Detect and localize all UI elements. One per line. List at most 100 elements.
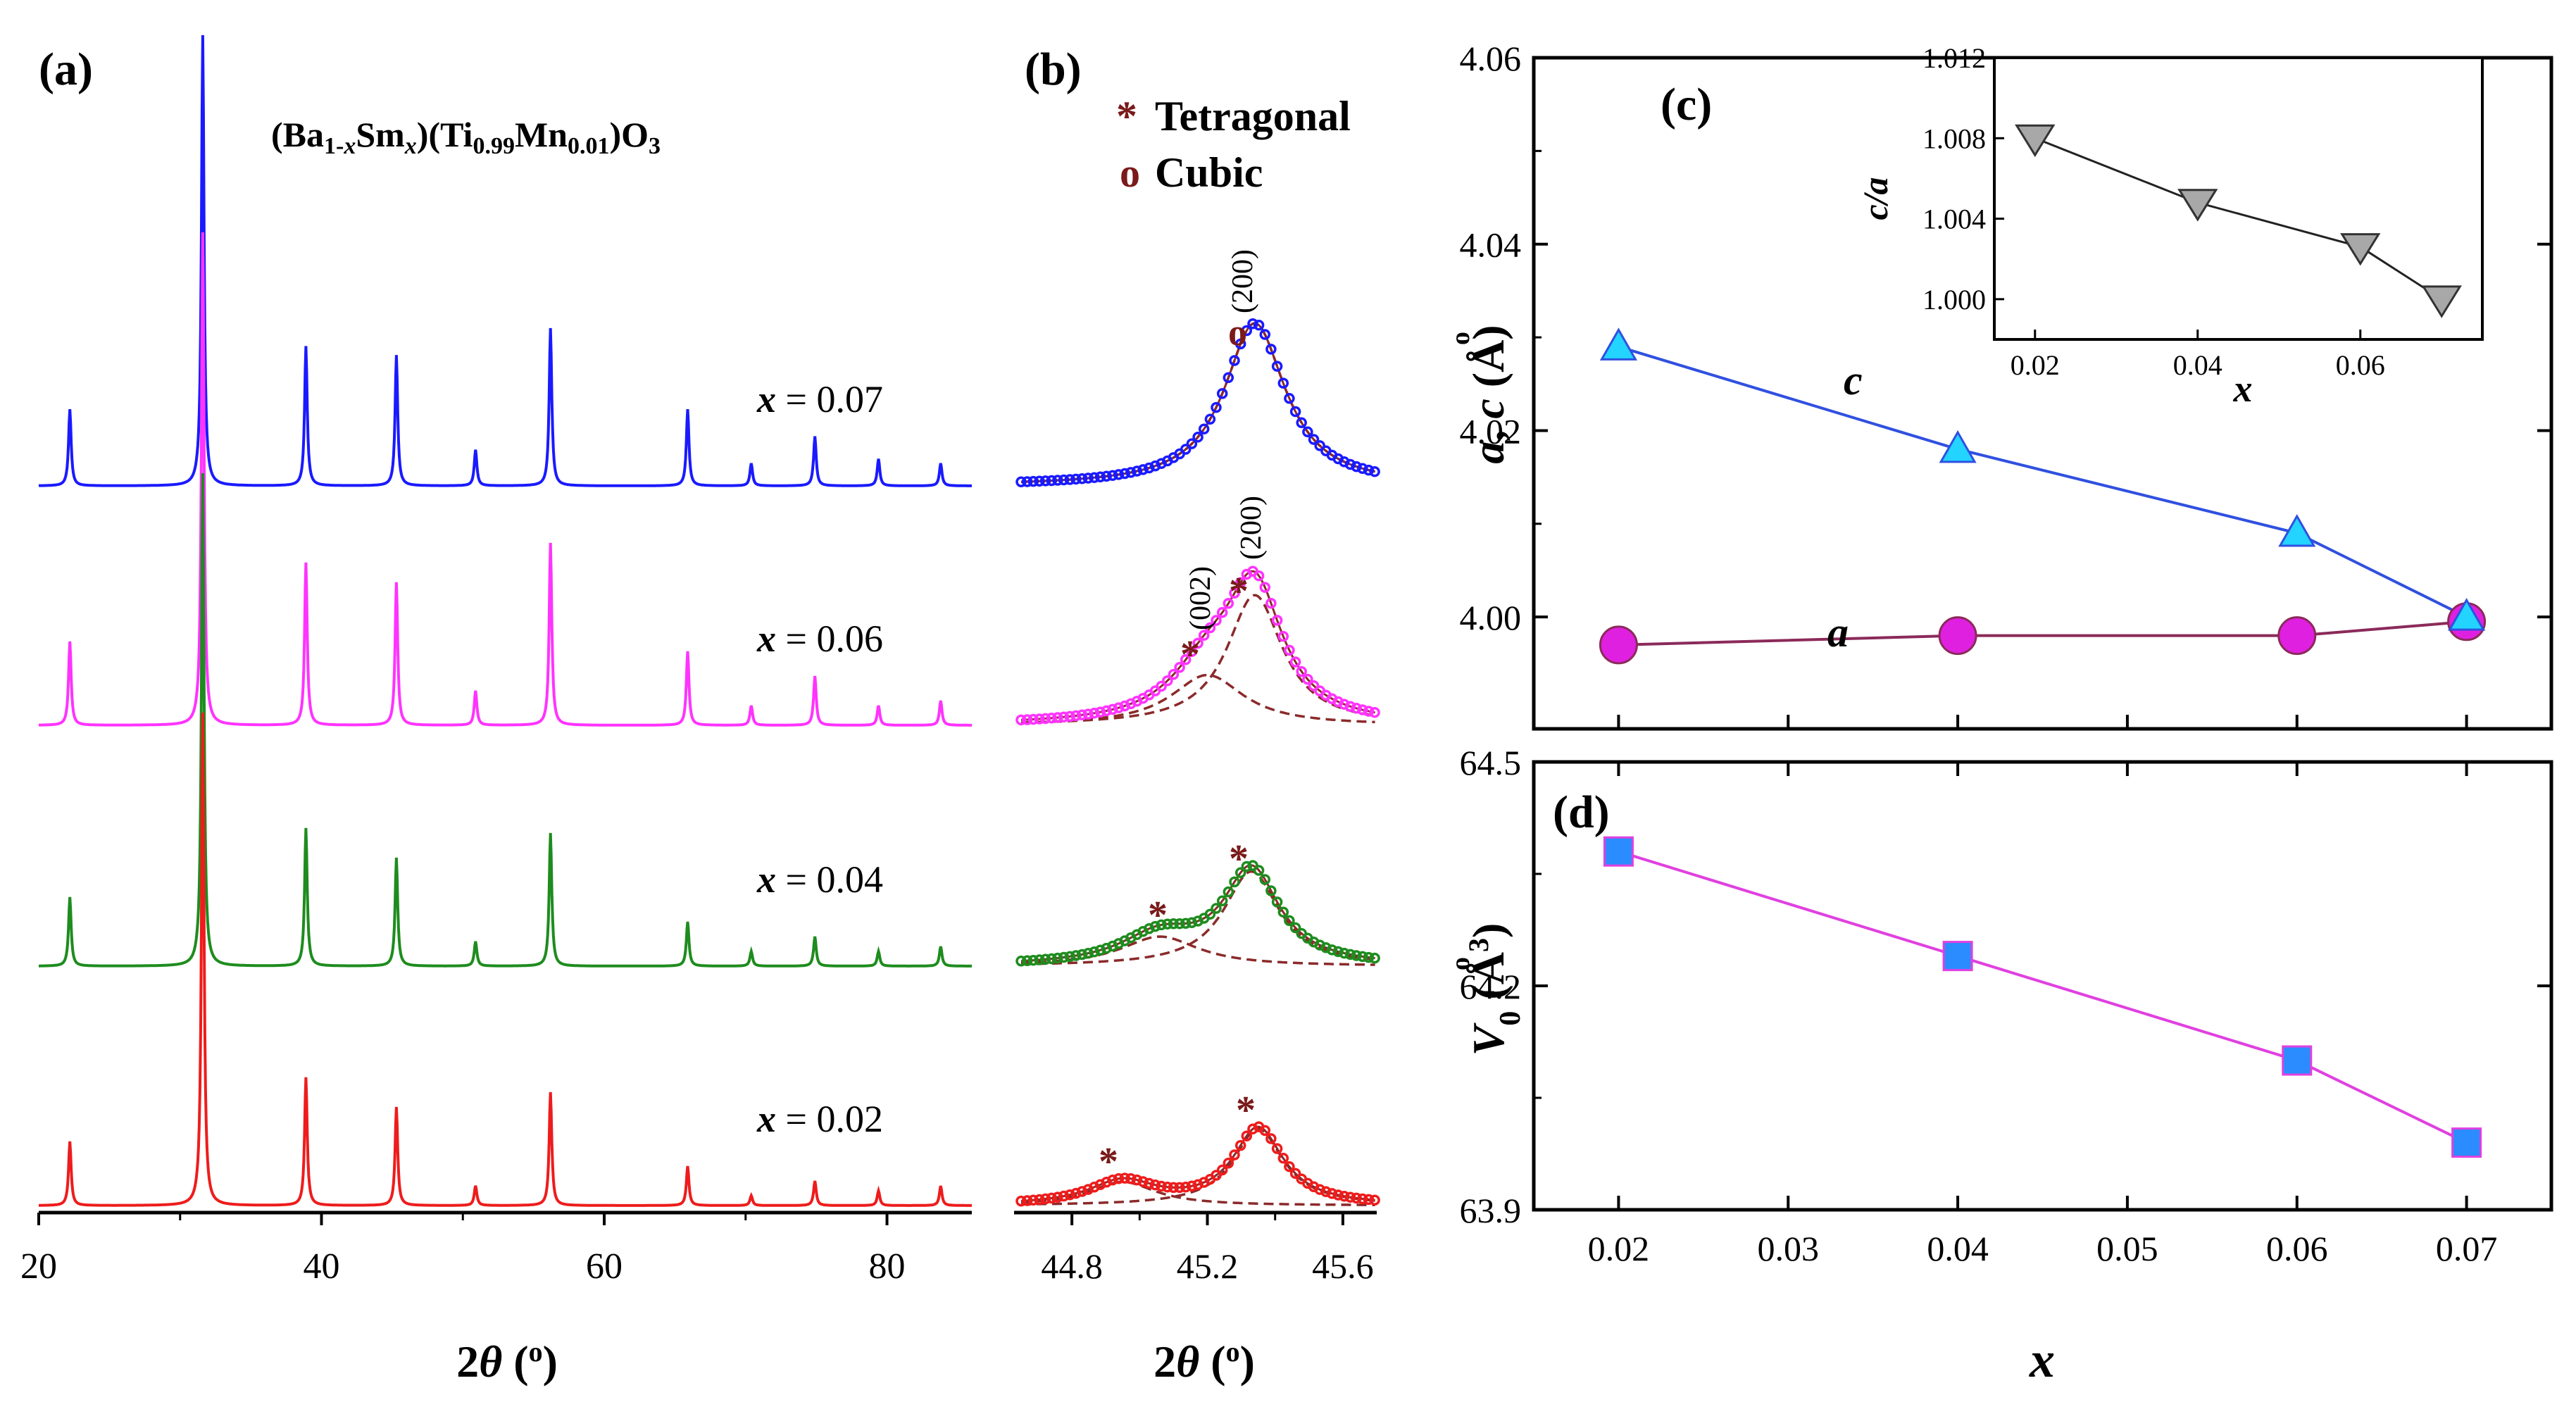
panel-d-x-label: x <box>2029 1332 2055 1388</box>
data-point-2 <box>1265 597 1277 609</box>
data-point-4 <box>1021 1195 1033 1206</box>
data-point-4 <box>1144 1177 1155 1189</box>
data-point-4 <box>1320 1186 1332 1198</box>
data-point-2 <box>1076 709 1088 721</box>
data-point-3 <box>1265 885 1277 896</box>
data-point-4 <box>1046 1192 1058 1204</box>
data-point-1 <box>1344 458 1356 470</box>
series-label-a: a <box>1827 609 1849 656</box>
data-point-4 <box>1101 1177 1112 1188</box>
data-point-2 <box>1198 630 1210 641</box>
data-point-4 <box>1131 1174 1143 1186</box>
panel-a-series-labels: x = 0.07 x = 0.06 x = 0.04 x = 0.02 <box>756 378 883 1140</box>
data-point-2 <box>1284 644 1295 656</box>
inset-x-tick-label-0: 0.02 <box>2011 349 2060 381</box>
panel-d-y-ticks: 63.9 64.2 64.5 <box>1460 743 2551 1230</box>
data-point-1 <box>1015 476 1027 488</box>
data-point-1 <box>1149 460 1161 472</box>
c-point-1 <box>1599 327 1638 361</box>
d-y-tick-label-0: 63.9 <box>1460 1191 1522 1230</box>
xrd-series-label-2: x = 0.06 <box>756 618 883 660</box>
data-point-2 <box>1107 703 1118 715</box>
data-point-3 <box>1039 953 1051 965</box>
data-point-4 <box>1125 1173 1137 1184</box>
data-point-3 <box>1223 886 1234 898</box>
xrd-series-label-4: x = 0.02 <box>756 1098 883 1140</box>
data-point-4 <box>1314 1184 1325 1195</box>
data-point-4 <box>1039 1193 1051 1205</box>
panel-d-label: (d) <box>1553 787 1610 838</box>
data-point-4 <box>1339 1190 1350 1202</box>
data-point-2 <box>1174 662 1185 673</box>
data-point-1 <box>1229 355 1240 366</box>
data-point-1 <box>1271 361 1283 372</box>
panel-b-label: (b) <box>1025 44 1082 95</box>
data-point-4 <box>1076 1186 1088 1197</box>
data-point-3 <box>1052 952 1063 964</box>
fit-total-1 <box>1020 322 1375 483</box>
panel-c: (c) 4.00 4.02 4.04 4.06 c a a, c (Å) o 1.00… <box>1446 39 2553 731</box>
d-x-tick-label-0: 0.02 <box>1588 1229 1650 1268</box>
data-point-2 <box>1027 713 1039 725</box>
data-point-3 <box>1284 915 1295 927</box>
data-point-1 <box>1198 423 1210 434</box>
panel-d-y-label-ring: o <box>1446 957 1475 970</box>
data-point-2 <box>1211 615 1222 626</box>
data-point-4 <box>1234 1139 1246 1151</box>
data-point-3 <box>1149 920 1161 932</box>
d-x-tick-label-1: 0.03 <box>1758 1229 1820 1268</box>
data-point-4 <box>1174 1182 1185 1194</box>
data-point-1 <box>1277 377 1289 389</box>
fit-component-3-1 <box>1020 935 1375 966</box>
data-point-3 <box>1229 876 1240 888</box>
panel-c-y-ticks: 4.00 4.02 4.04 4.06 <box>1460 39 2551 637</box>
legend-tetragonal-symbol: * <box>1116 93 1137 139</box>
data-point-3 <box>1216 895 1228 907</box>
data-point-2 <box>1369 706 1380 718</box>
data-point-2 <box>1289 656 1301 668</box>
data-point-3 <box>1289 922 1301 934</box>
inset-y-tick-label-2: 1.008 <box>1922 123 1986 154</box>
fit-component-4-1 <box>1020 1180 1375 1206</box>
data-point-3 <box>1363 951 1375 963</box>
data-point-2 <box>1234 577 1246 589</box>
data-point-1 <box>1101 470 1112 482</box>
a-point-2 <box>1938 616 1977 656</box>
data-point-3 <box>1351 950 1362 961</box>
annotation-200-magenta: (200) <box>1235 496 1268 560</box>
data-point-2 <box>1308 680 1320 692</box>
data-point-3 <box>1320 942 1332 953</box>
data-point-3 <box>1058 951 1070 963</box>
xrd-x-tick-label-2: 60 <box>586 1246 623 1287</box>
data-point-2 <box>1259 582 1271 593</box>
data-point-1 <box>1094 471 1106 483</box>
data-point-3 <box>1064 951 1076 963</box>
data-point-1 <box>1131 465 1143 477</box>
data-point-4 <box>1064 1189 1076 1201</box>
data-point-1 <box>1253 319 1265 331</box>
panel-d: (d) 63.964.264.5 0.02 0.03 0.04 0.05 0.06 0.0… <box>1446 743 2553 1388</box>
data-point-2 <box>1064 711 1076 722</box>
data-point-4 <box>1015 1195 1027 1207</box>
data-point-1 <box>1363 464 1375 476</box>
data-point-2 <box>1034 713 1045 725</box>
data-point-2 <box>1363 706 1375 717</box>
data-point-2 <box>1046 712 1058 724</box>
data-point-4 <box>1241 1130 1253 1141</box>
panel-b: (b) * Tetragonal o Cubic (200) o (002) (… <box>1014 44 1380 1387</box>
data-point-4 <box>1332 1189 1344 1201</box>
data-point-2 <box>1344 701 1356 712</box>
c-point-2 <box>1939 430 1977 463</box>
data-point-2 <box>1223 598 1234 609</box>
data-point-1 <box>1027 475 1039 487</box>
data-point-1 <box>1058 474 1070 486</box>
panel-c-label: (c) <box>1661 79 1712 130</box>
c-series-line <box>1618 345 2468 618</box>
data-point-1 <box>1186 438 1198 449</box>
data-point-4 <box>1259 1125 1271 1137</box>
data-point-4 <box>1180 1181 1192 1193</box>
data-point-4 <box>1186 1180 1198 1192</box>
data-point-3 <box>1211 903 1222 914</box>
data-point-4 <box>1211 1170 1222 1181</box>
data-point-1 <box>1137 464 1149 475</box>
